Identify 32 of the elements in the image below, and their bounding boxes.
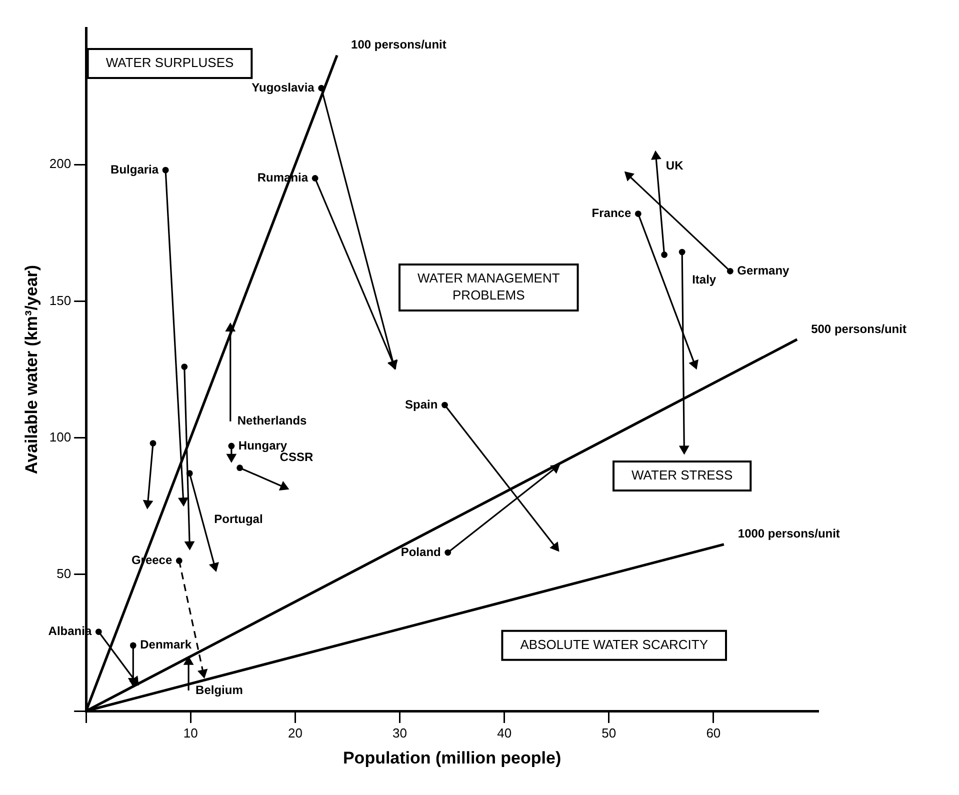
x-tick-label: 50 [602, 725, 616, 740]
y-tick-label: 50 [56, 566, 72, 581]
series-label: Spain [405, 397, 438, 412]
y-axis-title: Available water (km³/year) [22, 264, 41, 474]
series-label: Netherlands [237, 414, 308, 428]
x-tick-label: 20 [288, 725, 302, 740]
y-tick-label: 150 [49, 292, 72, 308]
x-tick-label: 60 [706, 725, 721, 740]
x-tick-label: 30 [392, 725, 407, 740]
series-label: Poland [400, 544, 441, 559]
series-label: Belgium [196, 682, 243, 697]
x-tick-label: 40 [497, 725, 512, 740]
series-label: Germany [737, 263, 790, 278]
x-axis-title: Population (million people) [342, 748, 562, 768]
series-label: Denmark [140, 638, 192, 652]
series-label: Bulgaria [110, 162, 159, 176]
y-tick-label: 100 [49, 429, 72, 444]
annotation: ABSOLUTE WATER SCARCITY [520, 637, 708, 652]
series-label: 100 persons/unit [351, 38, 446, 52]
series-label: Portugal [214, 512, 263, 526]
series-label: Yugoslavia [252, 80, 315, 94]
annotation: WATER MANAGEMENT PROBLEMS [418, 270, 560, 303]
series-label: UK [666, 158, 684, 173]
x-tick-label: 10 [183, 725, 198, 740]
annotation: WATER STRESS [632, 468, 733, 483]
series-label: Hungary [238, 438, 288, 452]
series-label: France [592, 206, 632, 220]
y-tick-label: 200 [49, 156, 72, 172]
series-label: Italy [692, 272, 716, 286]
series-label: 500 persons/unit [811, 322, 906, 336]
annotation: WATER SURPLUSES [106, 55, 234, 70]
series-label: 1000 persons/unit [738, 526, 840, 541]
